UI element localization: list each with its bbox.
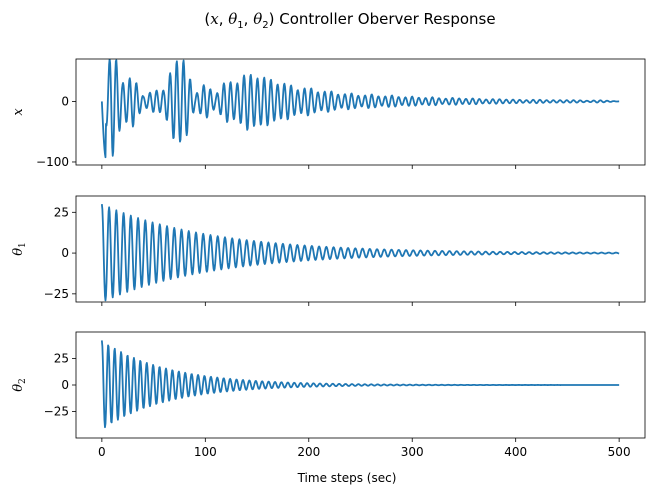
y-tick-label-1-0: −25	[44, 287, 69, 301]
x-tick-label-1: 100	[194, 445, 217, 459]
x-tick-label-4: 400	[504, 445, 527, 459]
y-tick-label-1-2: 25	[54, 205, 69, 219]
y-tick-label-1-1: 0	[61, 246, 69, 260]
y-axis-label-0: x	[11, 108, 26, 116]
chart-title: (x, θ1, θ2) Controller Oberver Response	[204, 10, 495, 31]
y-tick-label-2-0: −25	[44, 405, 69, 419]
subplot-x: −100 0 x	[11, 58, 646, 169]
series-line-2	[100, 340, 620, 429]
x-tick-label-0: 0	[98, 445, 106, 459]
x-tick-label-3: 300	[401, 445, 424, 459]
y-tick-label-2-2: 25	[54, 352, 69, 366]
axes-frame-0	[75, 58, 646, 166]
y-tick-label-0-1: 0	[61, 94, 69, 108]
axes-frame-1	[75, 195, 646, 303]
y-axis-label-2: θ2	[11, 378, 28, 392]
y-axis-label-1: θ1	[11, 242, 28, 256]
y-tick-label-0-0: −100	[36, 155, 69, 169]
subplot-theta1: −25 0 25 θ1	[11, 195, 646, 306]
series-line-0	[100, 59, 620, 159]
series-line-1	[100, 204, 620, 302]
x-tick-label-2: 200	[297, 445, 320, 459]
subplot-theta2: −25 0 25 0 100 200 300 400 500 θ2	[11, 331, 646, 459]
y-tick-label-2-1: 0	[61, 378, 69, 392]
x-tick-label-5: 500	[608, 445, 631, 459]
x-axis-label: Time steps (sec)	[297, 471, 397, 485]
